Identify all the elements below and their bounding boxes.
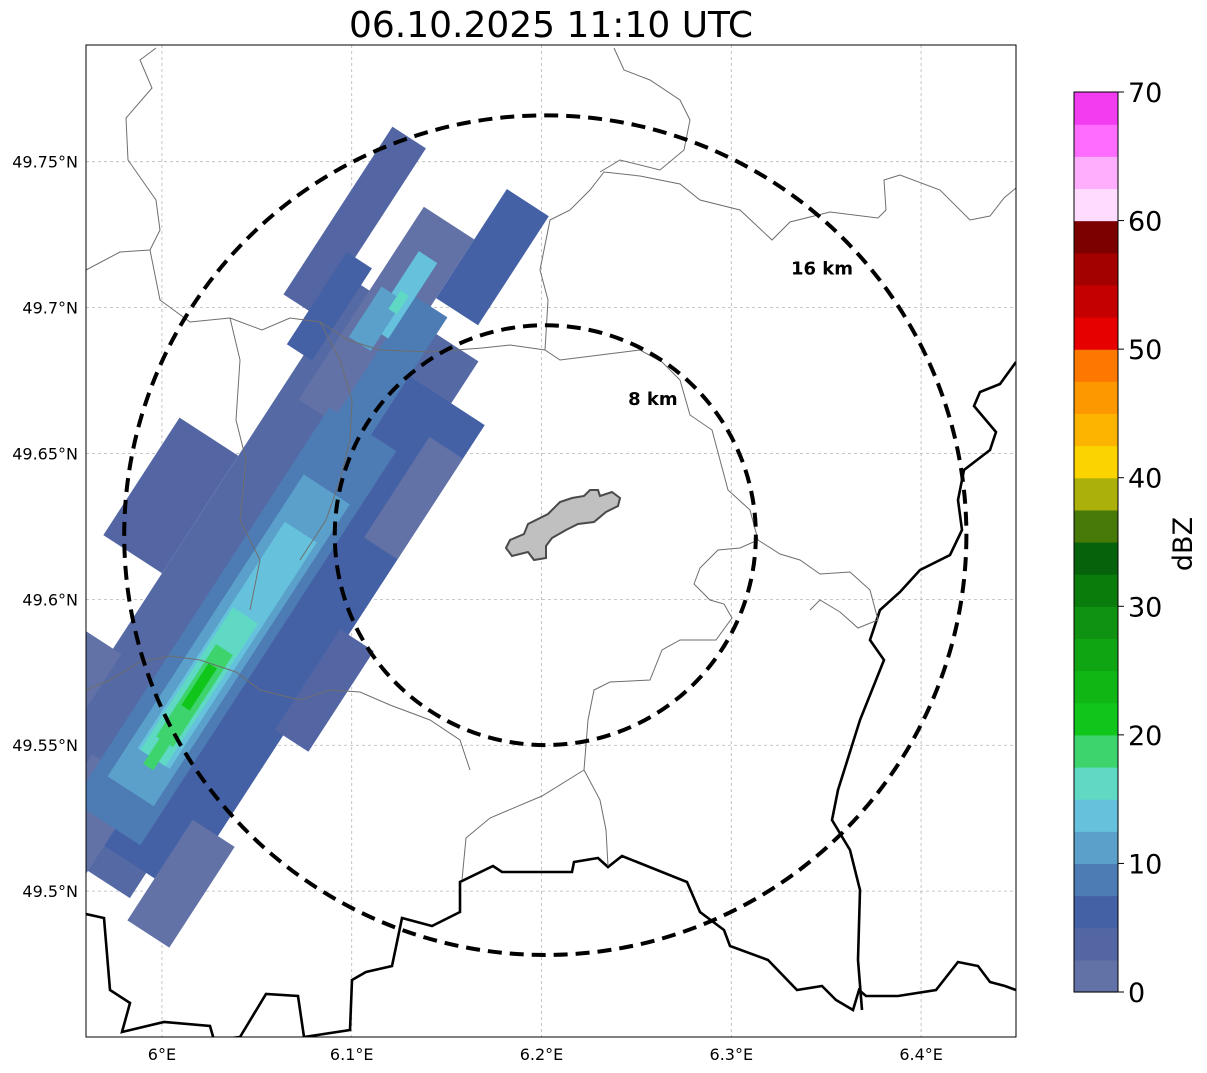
map-title: 06.10.2025 11:10 UTC [348, 5, 754, 46]
lat-tick-label: 49.5°N [22, 882, 78, 901]
gridlines [86, 45, 1016, 1037]
map-frame [85, 44, 1017, 1038]
colorbar-segment [1074, 349, 1118, 382]
colorbar-tick-label: 70 [1128, 78, 1162, 109]
city-area [504, 489, 622, 562]
colorbar-segment [1074, 124, 1118, 157]
range-ring [332, 323, 758, 748]
lon-tick-label: 6.2°E [520, 1045, 564, 1064]
colorbar-segment [1074, 542, 1118, 575]
range-rings: 8 km 16 km [122, 113, 969, 957]
colorbar-segment [1074, 156, 1118, 190]
lat-tick-label: 49.6°N [22, 590, 78, 609]
colorbar-segment [1074, 509, 1118, 543]
colorbar-segment [1074, 638, 1118, 672]
colorbar-segment [1074, 317, 1118, 350]
colorbar-segment [1074, 831, 1118, 865]
colorbar-label: dBZ [1168, 517, 1199, 571]
lon-tick-label: 6.3°E [710, 1045, 754, 1064]
colorbar-segment [1074, 959, 1118, 993]
lon-tick-label: 6°E [148, 1045, 176, 1064]
colorbar-segment [1074, 670, 1118, 704]
colorbar-tick-label: 60 [1128, 207, 1162, 238]
colorbar-segment [1074, 92, 1118, 125]
colorbar-segment [1074, 574, 1118, 607]
colorbar-tick-label: 40 [1128, 464, 1162, 495]
colorbar-segment [1074, 381, 1118, 415]
colorbar-tick-label: 50 [1128, 335, 1162, 366]
colorbar-segment [1074, 702, 1118, 736]
colorbar-segment [1074, 284, 1118, 318]
colorbar-segment [1074, 606, 1118, 640]
colorbar-tick-label: 30 [1128, 592, 1162, 623]
lon-tick-label: 6.4°E [899, 1045, 943, 1064]
colorbar-segment [1074, 413, 1118, 447]
colorbar-frame [1073, 91, 1119, 993]
boundary-lines [86, 47, 1016, 1037]
colorbar-tick-label: 20 [1128, 721, 1162, 752]
lat-tick-label: 49.75°N [12, 153, 78, 172]
range-ring-label: 8 km [628, 389, 678, 410]
colorbar-segment [1074, 220, 1118, 254]
lat-tick-label: 49.7°N [22, 299, 78, 318]
colorbar-segment [1074, 734, 1118, 768]
colorbar-segment [1074, 927, 1118, 961]
colorbar-segment [1074, 863, 1118, 897]
colorbar [1073, 91, 1119, 993]
colorbar-segment [1074, 445, 1118, 479]
lat-tick-label: 49.55°N [12, 736, 78, 755]
colorbar-segment [1074, 252, 1118, 286]
range-ring [122, 113, 969, 957]
colorbar-segment [1074, 895, 1118, 929]
longitude-axis: 6°E 6.1°E 6.2°E 6.3°E 6.4°E [148, 1045, 943, 1064]
latitude-axis: 49.5°N 49.55°N 49.6°N 49.65°N 49.7°N 49.75°N [12, 153, 78, 901]
colorbar-tick-label: 0 [1128, 978, 1145, 1009]
range-ring-label: 16 km [791, 259, 853, 280]
lat-tick-label: 49.65°N [12, 444, 78, 463]
colorbar-segment [1074, 767, 1118, 800]
lon-tick-label: 6.1°E [330, 1045, 374, 1064]
colorbar-tick-label: 10 [1128, 849, 1162, 880]
colorbar-segment [1074, 799, 1118, 832]
colorbar-ticks: 0 10 20 30 40 50 60 70 [1118, 78, 1162, 1009]
colorbar-segment [1074, 477, 1118, 511]
colorbar-segment [1074, 188, 1118, 222]
